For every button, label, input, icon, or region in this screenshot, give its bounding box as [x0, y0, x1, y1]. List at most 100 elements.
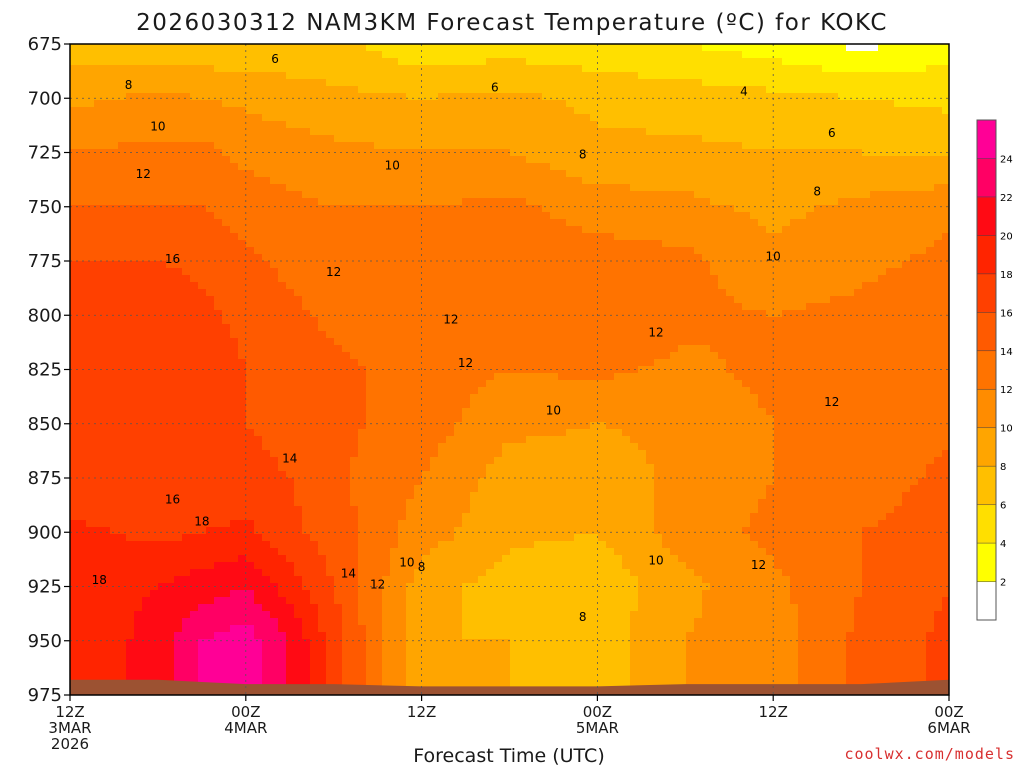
temperature-cell — [278, 520, 287, 528]
temperature-cell — [470, 534, 479, 542]
temperature-cell — [462, 674, 471, 682]
temperature-cell — [350, 296, 359, 304]
temperature-cell — [446, 100, 455, 108]
temperature-cell — [462, 331, 471, 339]
temperature-cell — [238, 408, 247, 416]
temperature-cell — [158, 317, 167, 325]
temperature-cell — [478, 317, 487, 325]
temperature-cell — [182, 177, 191, 185]
temperature-cell — [414, 142, 423, 150]
temperature-cell — [246, 513, 255, 521]
temperature-cell — [182, 471, 191, 479]
temperature-cell — [318, 387, 327, 395]
temperature-cell — [294, 345, 303, 353]
temperature-cell — [150, 471, 159, 479]
temperature-cell — [174, 548, 183, 556]
temperature-cell — [422, 548, 431, 556]
temperature-cell — [334, 184, 343, 192]
temperature-cell — [414, 660, 423, 668]
temperature-cell — [70, 506, 79, 514]
temperature-cell — [422, 317, 431, 325]
temperature-cell — [262, 156, 271, 164]
temperature-cell — [366, 331, 375, 339]
temperature-cell — [262, 296, 271, 304]
temperature-cell — [174, 352, 183, 360]
temperature-cell — [198, 506, 207, 514]
temperature-cell — [382, 247, 391, 255]
temperature-cell — [422, 520, 431, 528]
temperature-cell — [446, 681, 455, 689]
temperature-cell — [94, 555, 103, 563]
temperature-cell — [310, 373, 319, 381]
temperature-cell — [190, 121, 199, 129]
temperature-cell — [190, 163, 199, 171]
temperature-cell — [70, 79, 79, 87]
temperature-cell — [430, 506, 439, 514]
temperature-cell — [302, 667, 311, 675]
temperature-cell — [94, 79, 103, 87]
temperature-cell — [462, 422, 471, 430]
temperature-cell — [174, 254, 183, 262]
temperature-cell — [86, 387, 95, 395]
temperature-cell — [334, 443, 343, 451]
temperature-cell — [390, 555, 399, 563]
temperature-cell — [222, 240, 231, 248]
temperature-cell — [302, 534, 311, 542]
temperature-cell — [350, 373, 359, 381]
temperature-cell — [326, 226, 335, 234]
temperature-cell — [118, 352, 127, 360]
temperature-cell — [222, 275, 231, 283]
temperature-cell — [190, 408, 199, 416]
temperature-cell — [126, 471, 135, 479]
temperature-cell — [446, 107, 455, 115]
temperature-cell — [94, 380, 103, 388]
temperature-cell — [78, 555, 87, 563]
temperature-cell — [310, 562, 319, 570]
temperature-cell — [470, 548, 479, 556]
temperature-cell — [198, 247, 207, 255]
temperature-cell — [398, 604, 407, 612]
temperature-cell — [422, 394, 431, 402]
temperature-cell — [222, 625, 231, 633]
temperature-cell — [470, 429, 479, 437]
temperature-cell — [422, 450, 431, 458]
temperature-cell — [166, 135, 175, 143]
temperature-cell — [398, 660, 407, 668]
temperature-cell — [430, 674, 439, 682]
temperature-cell — [278, 436, 287, 444]
temperature-cell — [366, 548, 375, 556]
temperature-cell — [326, 58, 335, 66]
temperature-cell — [278, 142, 287, 150]
temperature-cell — [294, 170, 303, 178]
temperature-cell — [446, 198, 455, 206]
temperature-cell — [310, 184, 319, 192]
temperature-cell — [438, 226, 447, 234]
temperature-cell — [366, 93, 375, 101]
temperature-cell — [230, 79, 239, 87]
temperature-cell — [142, 674, 151, 682]
temperature-cell — [398, 79, 407, 87]
temperature-cell — [110, 345, 119, 353]
temperature-cell — [430, 534, 439, 542]
temperature-cell — [406, 660, 415, 668]
temperature-cell — [398, 618, 407, 626]
temperature-cell — [406, 233, 415, 241]
temperature-cell — [494, 296, 503, 304]
temperature-cell — [326, 429, 335, 437]
temperature-cell — [222, 233, 231, 241]
temperature-cell — [142, 625, 151, 633]
temperature-cell — [462, 520, 471, 528]
temperature-cell — [214, 65, 223, 73]
temperature-cell — [174, 415, 183, 423]
temperature-cell — [406, 632, 415, 640]
temperature-cell — [166, 247, 175, 255]
temperature-cell — [214, 79, 223, 87]
temperature-cell — [350, 352, 359, 360]
temperature-cell — [94, 590, 103, 598]
temperature-cell — [334, 58, 343, 66]
temperature-cell — [446, 611, 455, 619]
temperature-cell — [270, 205, 279, 213]
temperature-cell — [494, 359, 503, 367]
temperature-cell — [270, 506, 279, 514]
temperature-cell — [254, 65, 263, 73]
